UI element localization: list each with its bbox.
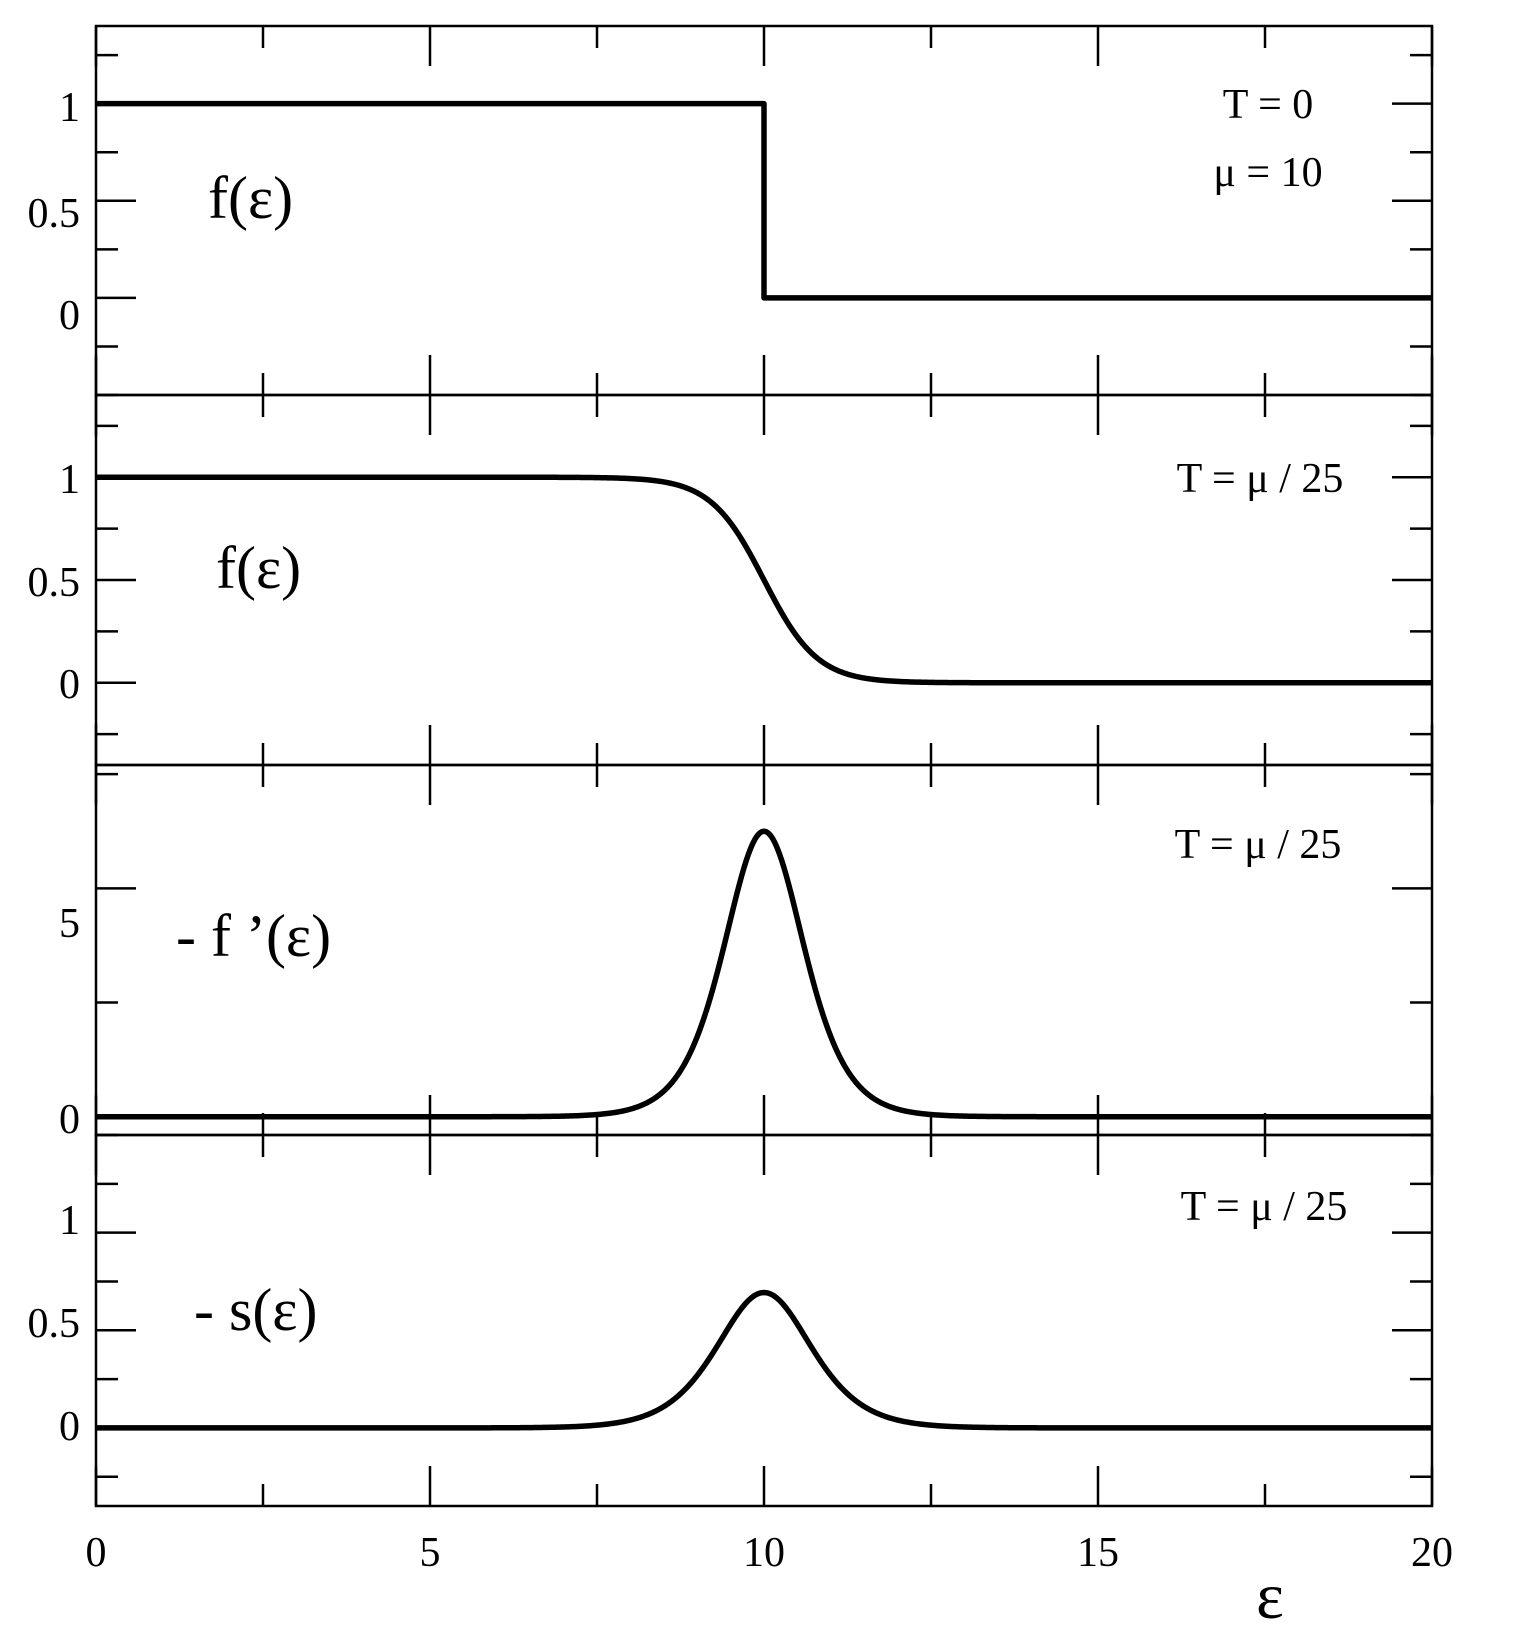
y-tick-label-fermi-1: 1 bbox=[59, 457, 80, 503]
x-tick-label-15: 15 bbox=[1077, 1530, 1119, 1576]
y-tick-label-step-0: 0 bbox=[59, 293, 80, 339]
annotation-temperature-entropy: T = μ / 25 bbox=[1181, 1184, 1348, 1230]
x-tick-label-10: 10 bbox=[743, 1530, 785, 1576]
y-tick-label-step-0.5: 0.5 bbox=[28, 191, 81, 237]
x-tick-label-5: 5 bbox=[420, 1530, 441, 1576]
panel-label-fermi: f(ε) bbox=[216, 535, 301, 601]
y-tick-label-entropy-0.5: 0.5 bbox=[28, 1301, 81, 1347]
series-line-entropy bbox=[95, 1289, 1433, 1431]
panel-label-step: f(ε) bbox=[208, 165, 293, 231]
y-tick-label-entropy-1: 1 bbox=[59, 1198, 80, 1244]
y-tick-label-entropy-0: 0 bbox=[59, 1404, 80, 1450]
series-line-fermi bbox=[95, 474, 1433, 686]
y-tick-label-fermi-0: 0 bbox=[59, 662, 80, 708]
annotation-temperature-zero: T = 0 bbox=[1223, 82, 1314, 128]
series-line-step bbox=[96, 100, 1432, 301]
labels: f(ε) f(ε) - f ’(ε) - s(ε) T = 0 μ = 10 T… bbox=[28, 82, 1454, 1633]
annotation-chemical-potential: μ = 10 bbox=[1213, 150, 1322, 196]
y-tick-label-derivative-5: 5 bbox=[59, 901, 80, 947]
annotation-temperature-fermi: T = μ / 25 bbox=[1177, 456, 1344, 502]
y-tick-label-step-1: 1 bbox=[59, 85, 80, 131]
annotation-temperature-derivative: T = μ / 25 bbox=[1175, 822, 1342, 868]
x-tick-label-0: 0 bbox=[86, 1530, 107, 1576]
series-line-derivative bbox=[95, 828, 1433, 1120]
panel-label-entropy: - s(ε) bbox=[194, 1277, 318, 1343]
panel-label-derivative: - f ’(ε) bbox=[176, 903, 331, 969]
x-axis-label: ε bbox=[1256, 1560, 1284, 1629]
y-tick-label-fermi-0.5: 0.5 bbox=[28, 560, 81, 606]
y-tick-label-derivative-0: 0 bbox=[59, 1097, 80, 1143]
curves bbox=[95, 100, 1433, 1431]
x-tick-label-20: 20 bbox=[1411, 1530, 1453, 1576]
